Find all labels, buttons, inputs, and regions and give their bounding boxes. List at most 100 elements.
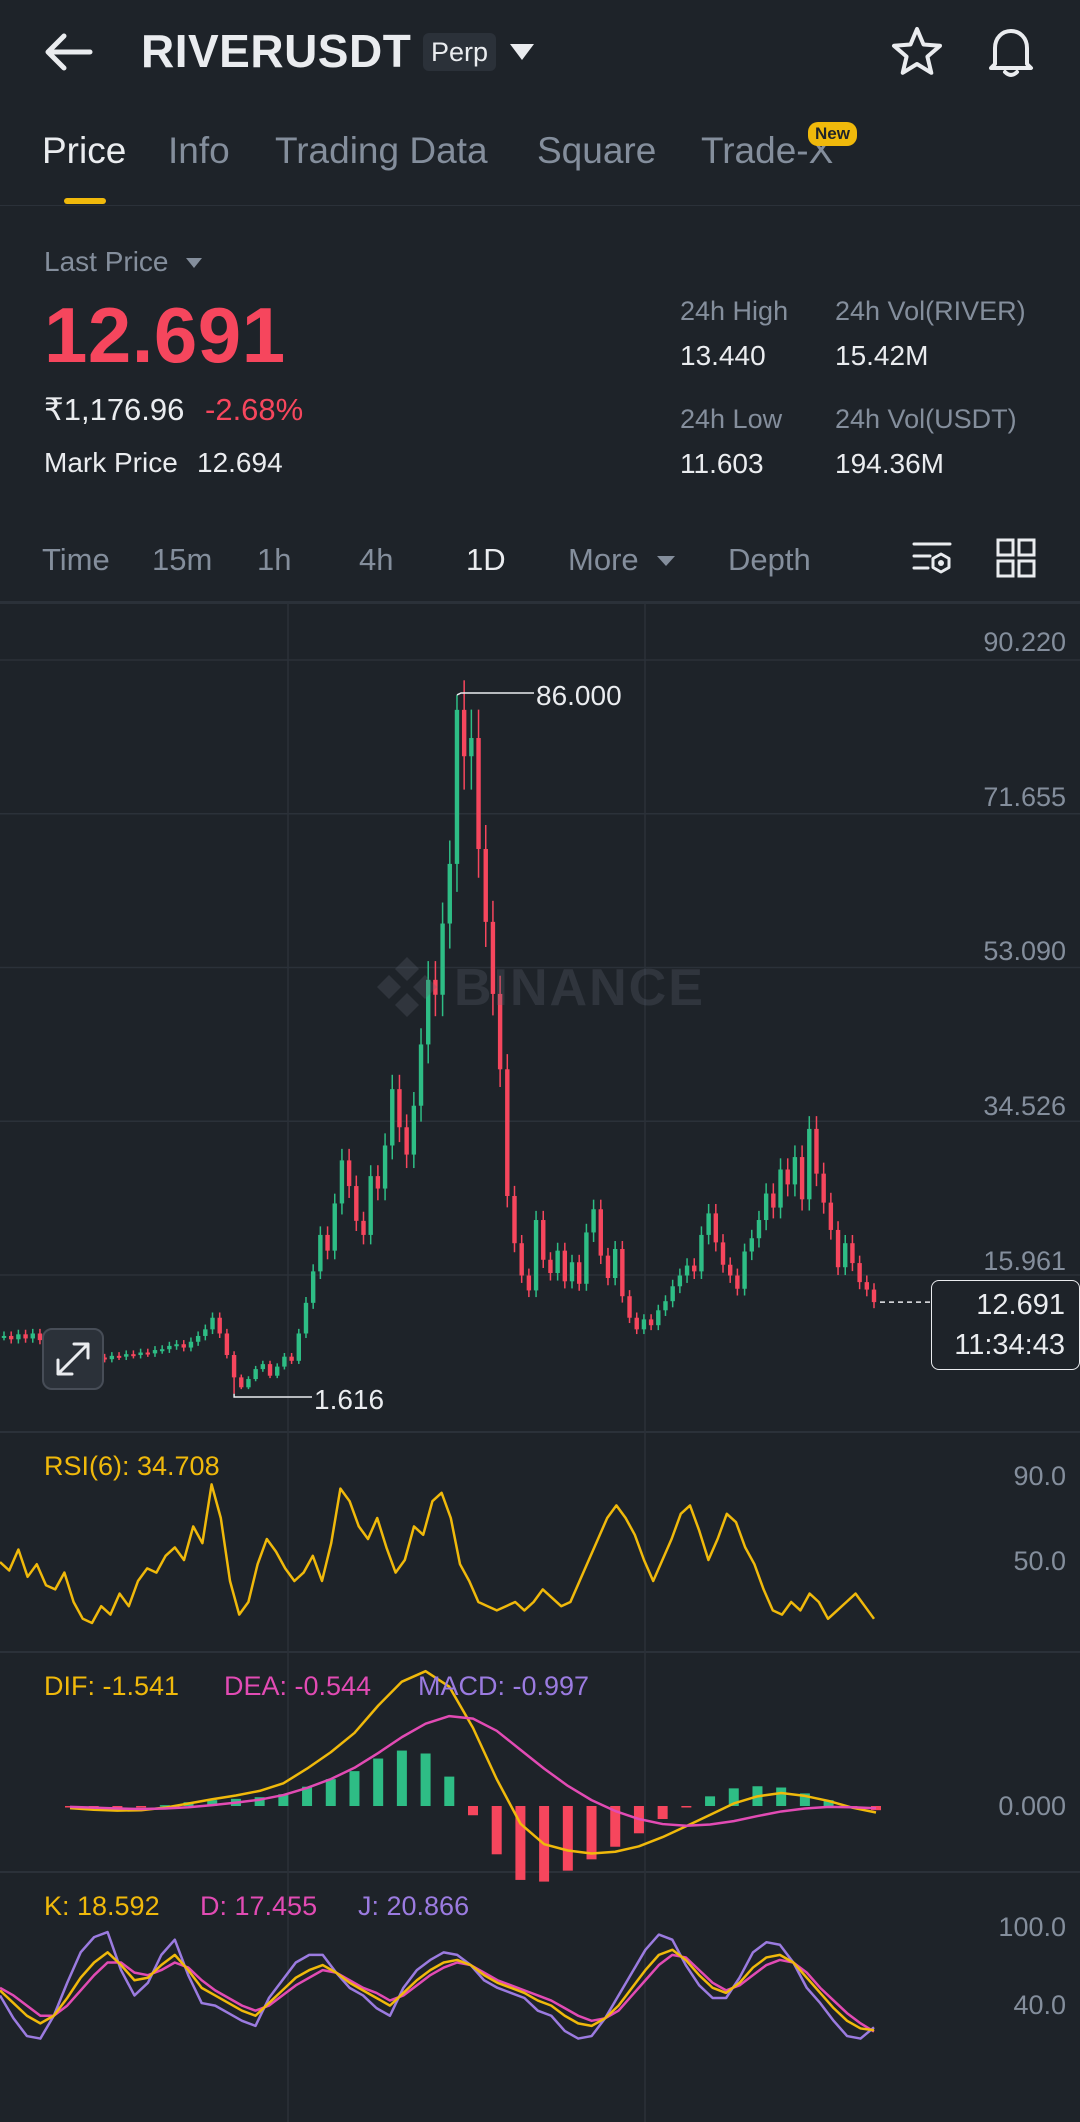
candle-body bbox=[267, 1364, 273, 1376]
interval-more[interactable]: More bbox=[568, 542, 639, 577]
candle-body bbox=[663, 1301, 668, 1311]
candle-body bbox=[562, 1250, 568, 1282]
candle-body bbox=[677, 1275, 683, 1287]
inr-price: ₹1,176.96 bbox=[44, 392, 185, 427]
rsi-axis-tick: 50.0 bbox=[1013, 1546, 1066, 1576]
macd-dea-label[interactable]: DEA: -0.544 bbox=[224, 1671, 372, 1701]
tab-price[interactable]: Price bbox=[42, 130, 127, 171]
candle-body bbox=[670, 1286, 675, 1302]
candle-body bbox=[109, 1355, 115, 1360]
back-arrow-icon[interactable] bbox=[40, 28, 96, 76]
candle-body bbox=[555, 1250, 560, 1274]
expand-button[interactable] bbox=[42, 1328, 104, 1390]
chart-settings-icon[interactable] bbox=[910, 536, 954, 580]
kdj-j-label[interactable]: J: 20.866 bbox=[358, 1891, 470, 1921]
vol-quote-value: 194.36M bbox=[835, 448, 944, 479]
tab-bar: Price Info Trading Data Square Trade-X N… bbox=[0, 118, 1080, 206]
rsi-line bbox=[0, 1483, 876, 1625]
candle-body bbox=[354, 1186, 359, 1221]
candle-body bbox=[397, 1089, 402, 1128]
rsi-axis-tick: 90.0 bbox=[1013, 1461, 1066, 1491]
mark-price-label: Mark Price bbox=[44, 447, 178, 478]
candle-body bbox=[843, 1243, 848, 1268]
candle-body bbox=[569, 1262, 575, 1282]
candle-body bbox=[627, 1296, 632, 1318]
candle-body bbox=[584, 1232, 589, 1284]
candle-body bbox=[8, 1335, 14, 1340]
candle-body bbox=[720, 1242, 726, 1265]
current-price: 12.691 bbox=[976, 1289, 1065, 1321]
candle-body bbox=[239, 1377, 244, 1388]
candle-body bbox=[260, 1364, 266, 1370]
candle-body bbox=[16, 1334, 21, 1340]
candle-body bbox=[152, 1350, 158, 1354]
candle-body bbox=[541, 1220, 546, 1260]
candle-body bbox=[461, 709, 467, 757]
interval-15m[interactable]: 15m bbox=[152, 542, 213, 577]
macd-histogram-bar bbox=[278, 1794, 289, 1806]
candle-body bbox=[490, 921, 496, 994]
caret-down-icon[interactable] bbox=[184, 256, 204, 270]
candle-body bbox=[361, 1220, 366, 1235]
macd-dif-line bbox=[69, 1669, 877, 1855]
macd-histogram-bar bbox=[207, 1800, 218, 1806]
rsi-label[interactable]: RSI(6): 34.708 bbox=[44, 1451, 220, 1481]
caret-down-icon[interactable] bbox=[506, 40, 538, 64]
y-axis-tick: 53.090 bbox=[983, 936, 1066, 966]
macd-dif-label[interactable]: DIF: -1.541 bbox=[44, 1671, 180, 1701]
kdj-d-label[interactable]: D: 17.455 bbox=[200, 1891, 318, 1921]
candle-body bbox=[727, 1264, 733, 1276]
candle-body bbox=[447, 863, 452, 924]
candle-body bbox=[763, 1193, 769, 1221]
macd-histogram-bar bbox=[562, 1806, 573, 1871]
interval-time[interactable]: Time bbox=[42, 542, 110, 577]
candle-body bbox=[792, 1157, 798, 1185]
candle-body bbox=[605, 1255, 611, 1278]
interval-1h[interactable]: 1h bbox=[257, 542, 292, 577]
macd-value-label[interactable]: MACD: -0.997 bbox=[418, 1671, 590, 1701]
last-price-label[interactable]: Last Price bbox=[44, 246, 169, 277]
symbol-title[interactable]: RIVERUSDT bbox=[141, 25, 412, 77]
kdj-k-label[interactable]: K: 18.592 bbox=[44, 1891, 160, 1921]
candle-body bbox=[548, 1259, 553, 1274]
candle-body bbox=[368, 1176, 373, 1235]
candle-body bbox=[411, 1105, 417, 1155]
interval-1d[interactable]: 1D bbox=[466, 542, 506, 577]
candle-body bbox=[656, 1310, 661, 1326]
y-axis-tick: 71.655 bbox=[983, 782, 1066, 812]
candle-body bbox=[497, 993, 503, 1070]
candle-body bbox=[37, 1333, 43, 1341]
interval-bar: Time 15m 1h 4h 1D More Depth bbox=[0, 522, 1080, 602]
interval-depth[interactable]: Depth bbox=[728, 542, 811, 577]
star-icon[interactable] bbox=[889, 24, 945, 80]
candle-body bbox=[641, 1319, 647, 1330]
candle-body bbox=[159, 1349, 165, 1352]
expand-icon bbox=[56, 1342, 90, 1376]
current-price-tag[interactable]: 12.691 11:34:43 bbox=[931, 1280, 1080, 1370]
macd-histogram-bar bbox=[491, 1806, 502, 1855]
tab-trading-data[interactable]: Trading Data bbox=[275, 130, 488, 171]
bell-icon[interactable] bbox=[983, 22, 1039, 80]
y-axis-tick: 90.220 bbox=[983, 627, 1066, 657]
y-axis-tick: 15.961 bbox=[983, 1246, 1066, 1276]
macd-histogram-bar bbox=[349, 1771, 360, 1806]
candle-body bbox=[1, 1335, 7, 1338]
kdj-axis-tick: 40.0 bbox=[1013, 1990, 1066, 2020]
candle-body bbox=[778, 1169, 783, 1208]
candle-body bbox=[785, 1169, 790, 1185]
candle-body bbox=[505, 1069, 510, 1196]
interval-4h[interactable]: 4h bbox=[359, 542, 394, 577]
caret-down-icon[interactable] bbox=[655, 554, 677, 568]
candle-body bbox=[799, 1157, 805, 1200]
tab-info[interactable]: Info bbox=[168, 130, 230, 171]
candle-body bbox=[23, 1334, 28, 1339]
grid-layout-icon[interactable] bbox=[994, 536, 1038, 580]
tab-square[interactable]: Square bbox=[537, 130, 657, 171]
candle-body bbox=[807, 1128, 812, 1200]
candle-body bbox=[116, 1355, 122, 1358]
candle-body bbox=[713, 1213, 719, 1243]
candle-body bbox=[124, 1354, 129, 1357]
last-price: 12.691 bbox=[44, 291, 286, 379]
macd-histogram-bar bbox=[681, 1806, 692, 1808]
